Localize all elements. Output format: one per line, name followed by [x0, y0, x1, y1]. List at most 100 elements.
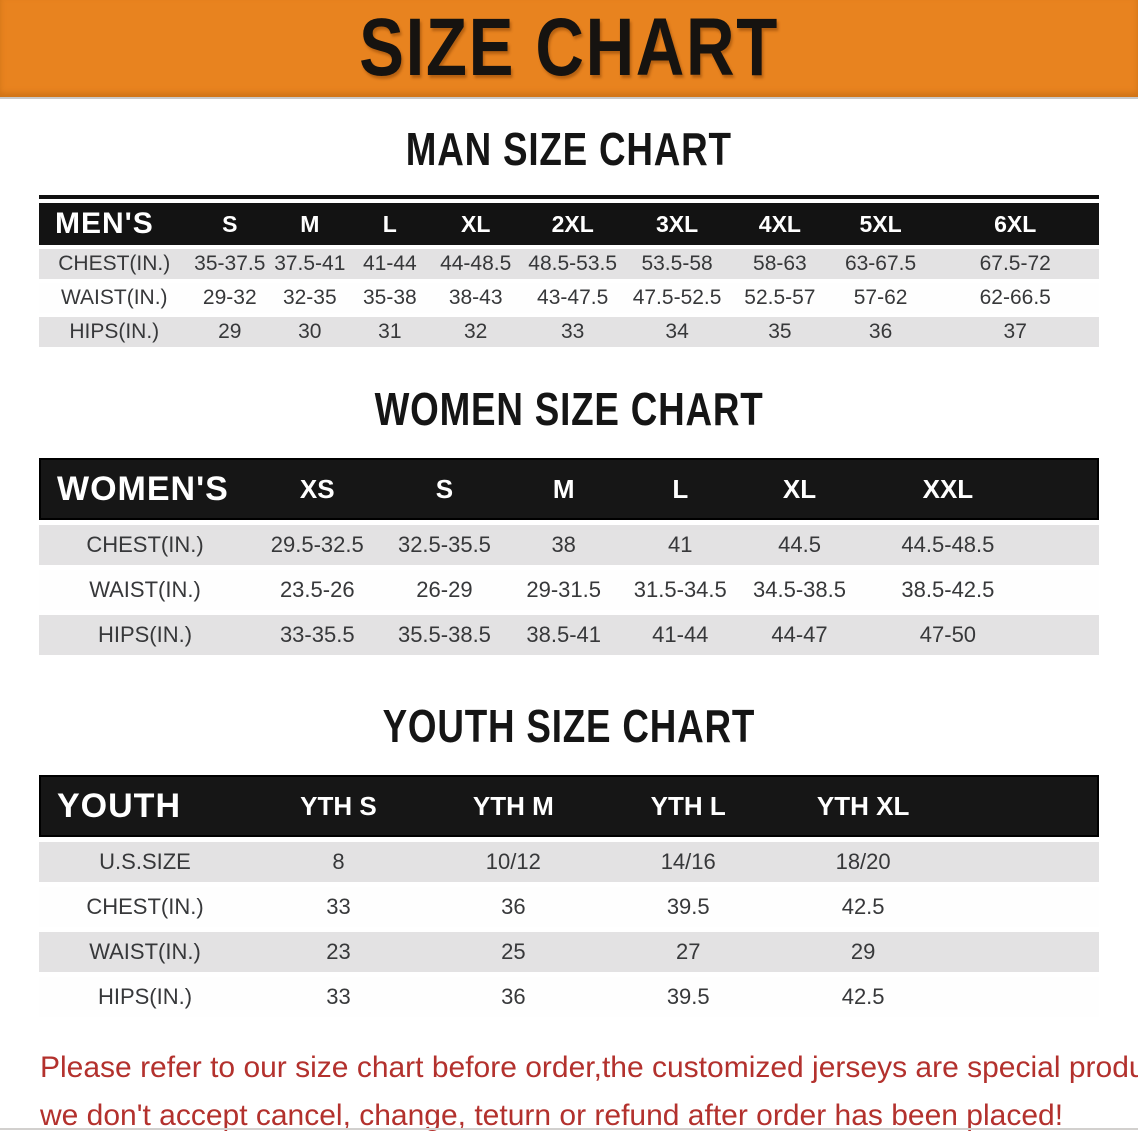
cell: 53.5-58: [624, 249, 731, 279]
row-label: HIPS(IN.): [39, 317, 190, 347]
cell: [950, 887, 1099, 927]
cell: [1035, 570, 1099, 610]
cell: 31.5-34.5: [621, 570, 739, 610]
cell: 35-38: [349, 283, 431, 313]
cell: 36: [425, 887, 601, 927]
cell: 58-63: [730, 249, 830, 279]
youth-hips-row: HIPS(IN.) 33 36 39.5 42.5: [39, 977, 1099, 1017]
cell: 39.5: [600, 887, 776, 927]
cell: 44-47: [738, 615, 861, 655]
cell: 32-35: [270, 283, 350, 313]
cell: 26-29: [383, 570, 506, 610]
cell: 23.5-26: [251, 570, 384, 610]
cell: [1035, 525, 1099, 565]
cell: 36: [829, 317, 932, 347]
men-group-label: MEN'S: [39, 203, 190, 245]
women-size-table: WOMEN'S XS S M L XL XXL CHEST(IN.) 29.5-…: [39, 453, 1099, 660]
cell: 29-32: [189, 283, 271, 313]
cell: 57-62: [829, 283, 932, 313]
youth-section-title: YOUTH SIZE CHART: [382, 700, 756, 752]
cell: 67.5-72: [931, 249, 1099, 279]
men-col-5xl: 5XL: [829, 203, 932, 245]
cell: 36: [425, 977, 601, 1017]
cell: 32: [430, 317, 522, 347]
cell: 29: [189, 317, 271, 347]
cell: 34: [624, 317, 731, 347]
men-col-m: M: [270, 203, 350, 245]
cell: 27: [600, 932, 776, 972]
cell: 32.5-35.5: [383, 525, 506, 565]
cell: 33-35.5: [251, 615, 384, 655]
men-col-4xl: 4XL: [730, 203, 830, 245]
cell: 39.5: [600, 977, 776, 1017]
men-col-l: L: [349, 203, 431, 245]
cell: 52.5-57: [730, 283, 830, 313]
cell: 38-43: [430, 283, 522, 313]
men-size-table: MEN'S S M L XL 2XL 3XL 4XL 5XL 6XL CHEST…: [39, 195, 1099, 351]
cell: 34.5-38.5: [738, 570, 861, 610]
women-hips-row: HIPS(IN.) 33-35.5 35.5-38.5 38.5-41 41-4…: [39, 615, 1099, 655]
youth-header-row: YOUTH YTH S YTH M YTH L YTH XL: [39, 775, 1099, 837]
youth-chest-row: CHEST(IN.) 33 36 39.5 42.5: [39, 887, 1099, 927]
cell: 37.5-41: [270, 249, 350, 279]
cell: 30: [270, 317, 350, 347]
men-waist-row: WAIST(IN.) 29-32 32-35 35-38 38-43 43-47…: [39, 283, 1099, 313]
youth-group-label: YOUTH: [39, 775, 251, 837]
women-col-m: M: [505, 458, 622, 520]
cell: 38.5-42.5: [860, 570, 1036, 610]
cell: 41-44: [349, 249, 431, 279]
row-label: U.S.SIZE: [39, 842, 251, 882]
women-col-l: L: [621, 458, 739, 520]
cell: 44-48.5: [430, 249, 522, 279]
banner-title: SIZE CHART: [359, 2, 779, 93]
cell: 42.5: [775, 887, 951, 927]
cell: 10/12: [425, 842, 601, 882]
women-waist-row: WAIST(IN.) 23.5-26 26-29 29-31.5 31.5-34…: [39, 570, 1099, 610]
cell: 14/16: [600, 842, 776, 882]
row-label: HIPS(IN.): [39, 977, 251, 1017]
row-label: WAIST(IN.): [39, 570, 251, 610]
cell: 38.5-41: [505, 615, 622, 655]
cell: 47-50: [860, 615, 1036, 655]
cell: 18/20: [775, 842, 951, 882]
cell: 33: [251, 887, 426, 927]
men-chest-row: CHEST(IN.) 35-37.5 37.5-41 41-44 44-48.5…: [39, 249, 1099, 279]
cell: 44.5: [738, 525, 861, 565]
women-header-row: WOMEN'S XS S M L XL XXL: [39, 458, 1099, 520]
row-label: HIPS(IN.): [39, 615, 251, 655]
women-group-label: WOMEN'S: [39, 458, 251, 520]
cell: [950, 932, 1099, 972]
cell: 29.5-32.5: [251, 525, 384, 565]
cell: 41-44: [621, 615, 739, 655]
cell: 25: [425, 932, 601, 972]
youth-col-s: YTH S: [251, 775, 426, 837]
cell: 43-47.5: [521, 283, 625, 313]
youth-col-l: YTH L: [600, 775, 776, 837]
men-col-xl: XL: [430, 203, 522, 245]
cell: 29: [775, 932, 951, 972]
cell: 63-67.5: [829, 249, 932, 279]
size-chart-banner: SIZE CHART: [0, 0, 1138, 99]
men-col-6xl: 6XL: [931, 203, 1099, 245]
men-col-3xl: 3XL: [624, 203, 731, 245]
cell: 23: [251, 932, 426, 972]
men-col-s: S: [189, 203, 271, 245]
men-header-row: MEN'S S M L XL 2XL 3XL 4XL 5XL 6XL: [39, 203, 1099, 245]
cell: 35: [730, 317, 830, 347]
cell: 8: [251, 842, 426, 882]
women-section-title: WOMEN SIZE CHART: [374, 383, 764, 435]
disclaimer-text: Please refer to our size chart before or…: [40, 1044, 1138, 1140]
youth-waist-row: WAIST(IN.) 23 25 27 29: [39, 932, 1099, 972]
bottom-divider: [0, 1128, 1138, 1130]
cell: 41: [621, 525, 739, 565]
header-spacer: [1035, 458, 1099, 520]
men-col-2xl: 2XL: [521, 203, 625, 245]
row-label: CHEST(IN.): [39, 249, 190, 279]
men-hips-row: HIPS(IN.) 29 30 31 32 33 34 35 36 37: [39, 317, 1099, 347]
cell: 37: [931, 317, 1099, 347]
disclaimer-line2: we don't accept cancel, change, teturn o…: [40, 1099, 1064, 1132]
youth-col-m: YTH M: [425, 775, 601, 837]
disclaimer-line1: Please refer to our size chart before or…: [40, 1051, 1138, 1084]
cell: [1035, 615, 1099, 655]
cell: 33: [251, 977, 426, 1017]
